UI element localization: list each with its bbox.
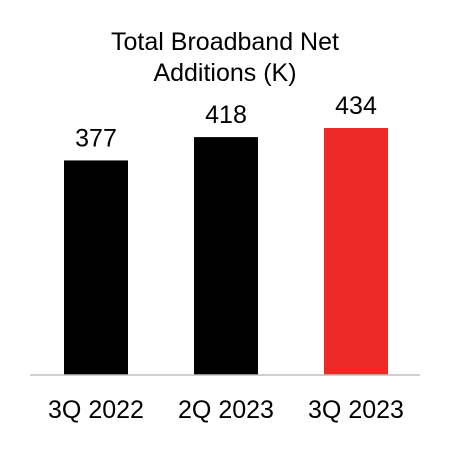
chart-title-line-1: Total Broadband Net [111, 28, 339, 56]
data-label-2q-2023: 418 [205, 101, 247, 129]
x-tick-label-2q-2023: 2Q 2023 [178, 396, 274, 424]
x-tick-label-3q-2022: 3Q 2022 [48, 396, 144, 424]
bar-3q-2023 [324, 128, 388, 375]
x-tick-label-3q-2023: 3Q 2023 [308, 396, 404, 424]
bars-group [64, 128, 388, 375]
data-label-3q-2023: 434 [335, 92, 377, 120]
data-label-3q-2022: 377 [75, 124, 117, 152]
chart-title-line-2: Additions (K) [153, 59, 296, 87]
bar-2q-2023 [194, 137, 258, 375]
x-tick-labels-group: 3Q 2022 2Q 2023 3Q 2023 [48, 396, 404, 424]
bar-3q-2022 [64, 160, 128, 375]
data-labels-group: 377 418 434 [75, 92, 377, 152]
